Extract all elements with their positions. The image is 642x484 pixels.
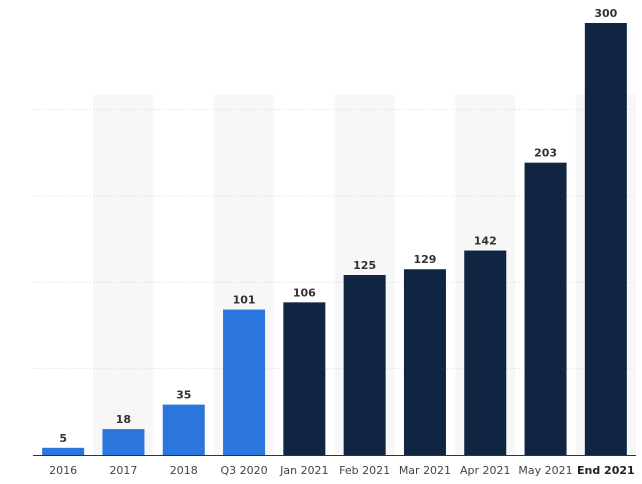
data-label: 5 — [59, 432, 67, 445]
x-tick-label: 2018 — [170, 464, 198, 477]
x-tick-label: 2016 — [49, 464, 77, 477]
x-tick-label: Feb 2021 — [339, 464, 390, 477]
bar-feb-2021[interactable] — [343, 275, 386, 455]
data-label: 142 — [474, 235, 497, 248]
x-tick-label: Mar 2021 — [399, 464, 451, 477]
data-labels-layer: 5 18 35 101 106 125 129 142 203 300 — [59, 7, 617, 445]
x-tick-label: May 2021 — [518, 464, 572, 477]
bar-2016[interactable] — [42, 447, 85, 455]
column-band — [93, 94, 154, 455]
bar-apr-2021[interactable] — [464, 250, 507, 455]
data-label: 106 — [293, 286, 316, 299]
data-label: 203 — [534, 147, 557, 160]
data-label: 129 — [413, 253, 436, 266]
data-label: 300 — [594, 7, 617, 20]
bar-2017[interactable] — [102, 429, 145, 455]
x-tick-label: 2017 — [109, 464, 137, 477]
bar-jan-2021[interactable] — [283, 302, 326, 455]
x-tick-label: Q3 2020 — [220, 464, 267, 477]
bar-may-2021[interactable] — [524, 162, 567, 455]
x-tick-label: Apr 2021 — [460, 464, 511, 477]
bar-mar-2021[interactable] — [403, 269, 446, 455]
bar-q3-2020[interactable] — [223, 309, 266, 455]
data-label: 35 — [176, 389, 191, 402]
data-label: 101 — [233, 294, 256, 307]
x-axis-ticks-layer: 2016 2017 2018 Q3 2020 Jan 2021 Feb 2021 Mar 2… — [49, 464, 635, 477]
x-tick-label: End 2021 — [577, 464, 635, 477]
data-label: 18 — [116, 413, 131, 426]
bars-layer — [42, 23, 627, 455]
x-tick-label: Jan 2021 — [279, 464, 328, 477]
data-label: 125 — [353, 259, 376, 272]
bar-2018[interactable] — [162, 404, 205, 455]
bar-end-2021[interactable] — [584, 23, 627, 455]
